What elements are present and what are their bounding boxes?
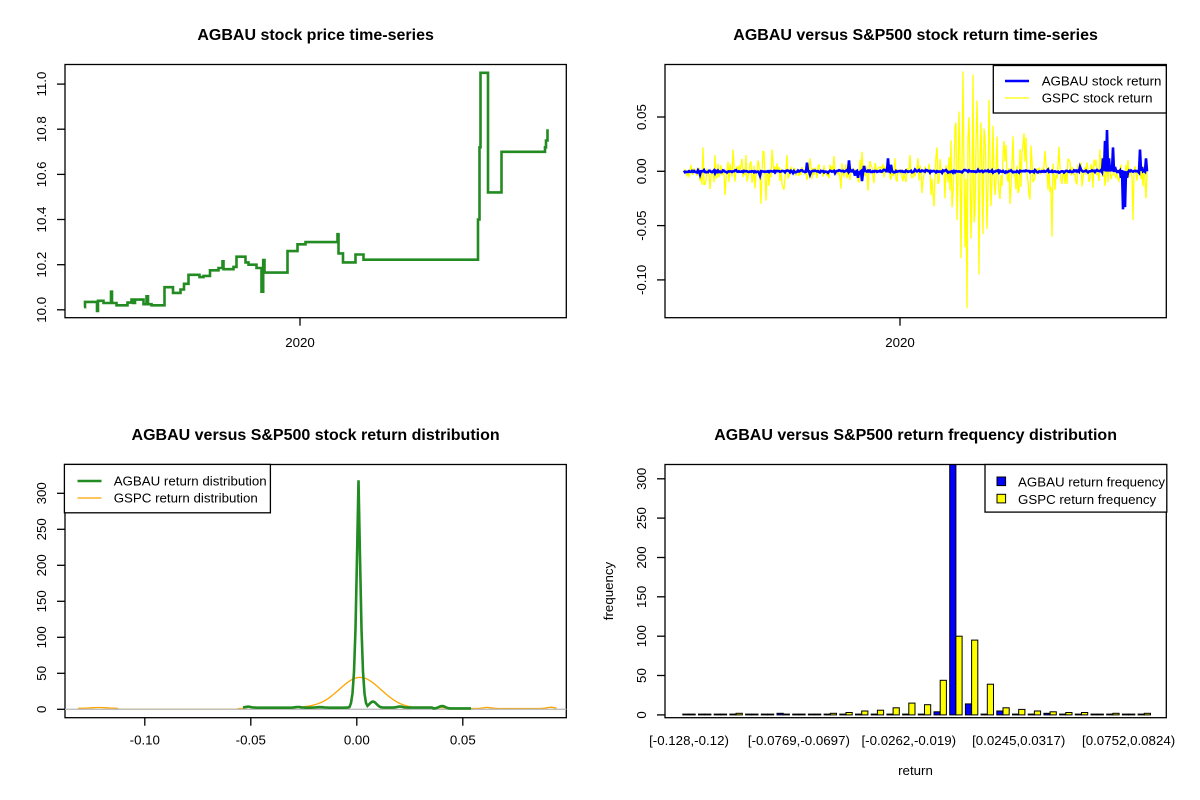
svg-text:0: 0 [634,711,649,718]
svg-text:0.05: 0.05 [634,104,649,130]
svg-text:10.4: 10.4 [34,207,49,233]
svg-text:[-0.128,-0.12): [-0.128,-0.12) [649,733,729,748]
svg-text:0.05: 0.05 [450,733,476,748]
svg-text:AGBAU stock return: AGBAU stock return [1042,74,1162,89]
svg-text:GSPC return frequency: GSPC return frequency [1018,492,1157,507]
svg-text:GSPC stock return: GSPC stock return [1042,91,1153,106]
svg-text:-0.10: -0.10 [634,265,649,295]
svg-text:2020: 2020 [285,335,315,350]
svg-text:[0.0752,0.0824): [0.0752,0.0824) [1082,733,1175,748]
svg-text:10.6: 10.6 [34,161,49,187]
svg-text:150: 150 [634,586,649,608]
svg-text:250: 250 [634,507,649,529]
svg-text:10.8: 10.8 [34,116,49,142]
svg-text:200: 200 [634,546,649,568]
svg-text:11.0: 11.0 [34,72,49,97]
svg-text:100: 100 [34,626,49,648]
svg-text:AGBAU versus S&P500 return fre: AGBAU versus S&P500 return frequency dis… [714,427,1117,444]
svg-text:50: 50 [34,666,49,681]
svg-text:AGBAU versus S&P500 stock retu: AGBAU versus S&P500 stock return time-se… [733,27,1098,44]
svg-text:[-0.0262,-0.019): [-0.0262,-0.019) [861,733,956,748]
svg-text:0.00: 0.00 [634,158,649,184]
svg-text:return: return [898,763,933,778]
svg-text:2020: 2020 [885,335,915,350]
svg-text:300: 300 [34,482,49,504]
svg-text:AGBAU return frequency: AGBAU return frequency [1018,475,1165,490]
svg-text:0: 0 [34,706,49,713]
svg-text:10.2: 10.2 [34,252,49,278]
svg-text:[-0.0769,-0.0697): [-0.0769,-0.0697) [748,733,850,748]
svg-text:300: 300 [634,468,649,490]
svg-text:150: 150 [34,590,49,612]
svg-text:-0.05: -0.05 [634,210,649,240]
svg-text:GSPC return distribution: GSPC return distribution [114,491,258,506]
svg-text:AGBAU versus S&P500 stock retu: AGBAU versus S&P500 stock return distrib… [132,427,500,444]
svg-text:AGBAU stock price time-series: AGBAU stock price time-series [197,27,434,44]
svg-text:[0.0245,0.0317): [0.0245,0.0317) [972,733,1065,748]
svg-text:0.00: 0.00 [344,733,370,748]
svg-text:100: 100 [634,625,649,647]
svg-text:AGBAU return distribution: AGBAU return distribution [114,474,267,489]
svg-text:10.0: 10.0 [34,297,49,323]
svg-text:50: 50 [634,668,649,683]
svg-text:-0.10: -0.10 [130,733,160,748]
svg-text:250: 250 [34,518,49,540]
svg-text:200: 200 [34,554,49,576]
svg-text:frequency: frequency [601,561,616,620]
svg-text:-0.05: -0.05 [236,733,266,748]
